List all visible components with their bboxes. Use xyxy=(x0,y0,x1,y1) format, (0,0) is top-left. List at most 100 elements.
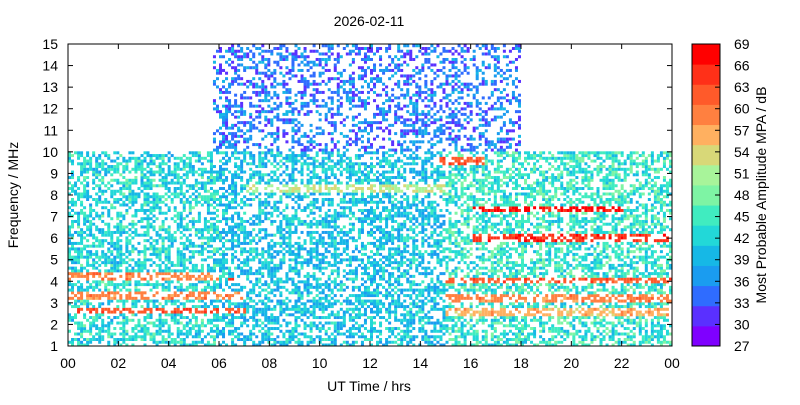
heatmap-cell xyxy=(119,225,123,229)
heatmap-cell xyxy=(282,74,286,78)
heatmap-cell xyxy=(288,192,292,196)
heatmap-cell xyxy=(264,217,268,221)
heatmap-cell xyxy=(185,277,189,281)
heatmap-cell xyxy=(143,296,147,300)
heatmap-cell xyxy=(203,305,207,309)
heatmap-cell xyxy=(200,324,204,328)
heatmap-cell xyxy=(249,187,253,191)
heatmap-cell xyxy=(237,228,241,232)
heatmap-cell xyxy=(370,343,373,347)
heatmap-cell xyxy=(327,167,331,171)
heatmap-cell xyxy=(155,285,159,289)
heatmap-cell xyxy=(107,307,111,311)
heatmap-cell xyxy=(176,307,180,311)
heatmap-cell xyxy=(173,165,177,169)
heatmap-cell xyxy=(285,225,289,229)
heatmap-cell xyxy=(77,274,81,278)
heatmap-cell xyxy=(231,49,235,53)
heatmap-cell xyxy=(125,225,129,229)
heatmap-cell xyxy=(176,176,180,180)
heatmap-cell xyxy=(288,173,292,177)
heatmap-cell xyxy=(212,60,216,64)
heatmap-cell xyxy=(203,184,207,188)
heatmap-cell xyxy=(137,274,141,278)
heatmap-cell xyxy=(270,280,274,284)
heatmap-cell xyxy=(291,313,295,317)
heatmap-cell xyxy=(370,283,373,287)
heatmap-cell xyxy=(379,277,383,281)
heatmap-cell xyxy=(212,55,216,59)
heatmap-cell xyxy=(360,222,364,226)
heatmap-cell xyxy=(339,258,343,262)
heatmap-cell xyxy=(270,316,274,320)
heatmap-cell xyxy=(134,165,138,169)
heatmap-cell xyxy=(249,338,253,342)
heatmap-cell xyxy=(370,208,373,212)
heatmap-cell xyxy=(379,244,383,248)
heatmap-cell xyxy=(348,184,352,188)
heatmap-cell xyxy=(370,184,373,188)
heatmap-cell xyxy=(167,236,171,240)
heatmap-cell xyxy=(279,200,283,204)
heatmap-cell xyxy=(321,159,325,163)
heatmap-cell xyxy=(116,200,120,204)
heatmap-cell xyxy=(318,112,322,116)
heatmap-cell xyxy=(297,189,301,193)
heatmap-cell xyxy=(212,132,216,136)
heatmap-cell xyxy=(137,280,141,284)
heatmap-cell xyxy=(212,230,216,234)
heatmap-cell xyxy=(155,299,159,303)
heatmap-cell xyxy=(146,283,150,287)
heatmap-cell xyxy=(294,266,298,270)
heatmap-cell xyxy=(279,266,283,270)
heatmap-cell xyxy=(225,197,229,201)
heatmap-cell xyxy=(357,74,361,78)
heatmap-cell xyxy=(309,211,313,215)
heatmap-cell xyxy=(179,283,183,287)
heatmap-cell xyxy=(306,316,310,320)
heatmap-cell xyxy=(101,294,105,298)
heatmap-cell xyxy=(146,296,150,300)
heatmap-cell xyxy=(363,101,367,105)
heatmap-cell xyxy=(200,195,204,199)
heatmap-cell xyxy=(279,197,283,201)
heatmap-cell xyxy=(98,173,102,177)
heatmap-cell xyxy=(228,46,232,50)
heatmap-cell xyxy=(101,318,105,322)
heatmap-cell xyxy=(215,332,219,336)
heatmap-cell xyxy=(179,313,183,317)
heatmap-cell xyxy=(179,156,183,160)
heatmap-cell xyxy=(255,318,259,322)
heatmap-cell xyxy=(182,208,186,212)
heatmap-cell xyxy=(373,252,377,256)
heatmap-cell xyxy=(330,225,334,229)
heatmap-cell xyxy=(231,132,235,136)
heatmap-cell xyxy=(161,321,165,325)
heatmap-cell xyxy=(131,329,135,333)
heatmap-cell xyxy=(92,263,96,267)
heatmap-cell xyxy=(303,283,307,287)
heatmap-cell xyxy=(225,280,229,284)
heatmap-cell xyxy=(327,132,331,136)
heatmap-cell xyxy=(345,258,349,262)
heatmap-cell xyxy=(243,187,247,191)
heatmap-cell xyxy=(324,192,328,196)
heatmap-cell xyxy=(89,195,93,199)
heatmap-cell xyxy=(68,329,71,333)
heatmap-cell xyxy=(385,318,389,322)
heatmap-cell xyxy=(243,68,247,72)
heatmap-cell xyxy=(89,244,93,248)
heatmap-cell xyxy=(125,321,129,325)
heatmap-cell xyxy=(125,307,129,311)
heatmap-cell xyxy=(77,156,81,160)
heatmap-cell xyxy=(252,44,256,48)
heatmap-cell xyxy=(363,46,367,50)
heatmap-cell xyxy=(342,250,346,254)
heatmap-cell xyxy=(104,173,108,177)
heatmap-cell xyxy=(237,274,241,278)
heatmap-cell xyxy=(234,310,238,314)
heatmap-cell xyxy=(234,233,238,237)
heatmap-cell xyxy=(104,288,108,292)
heatmap-cell xyxy=(215,294,219,298)
heatmap-cell xyxy=(116,222,120,226)
